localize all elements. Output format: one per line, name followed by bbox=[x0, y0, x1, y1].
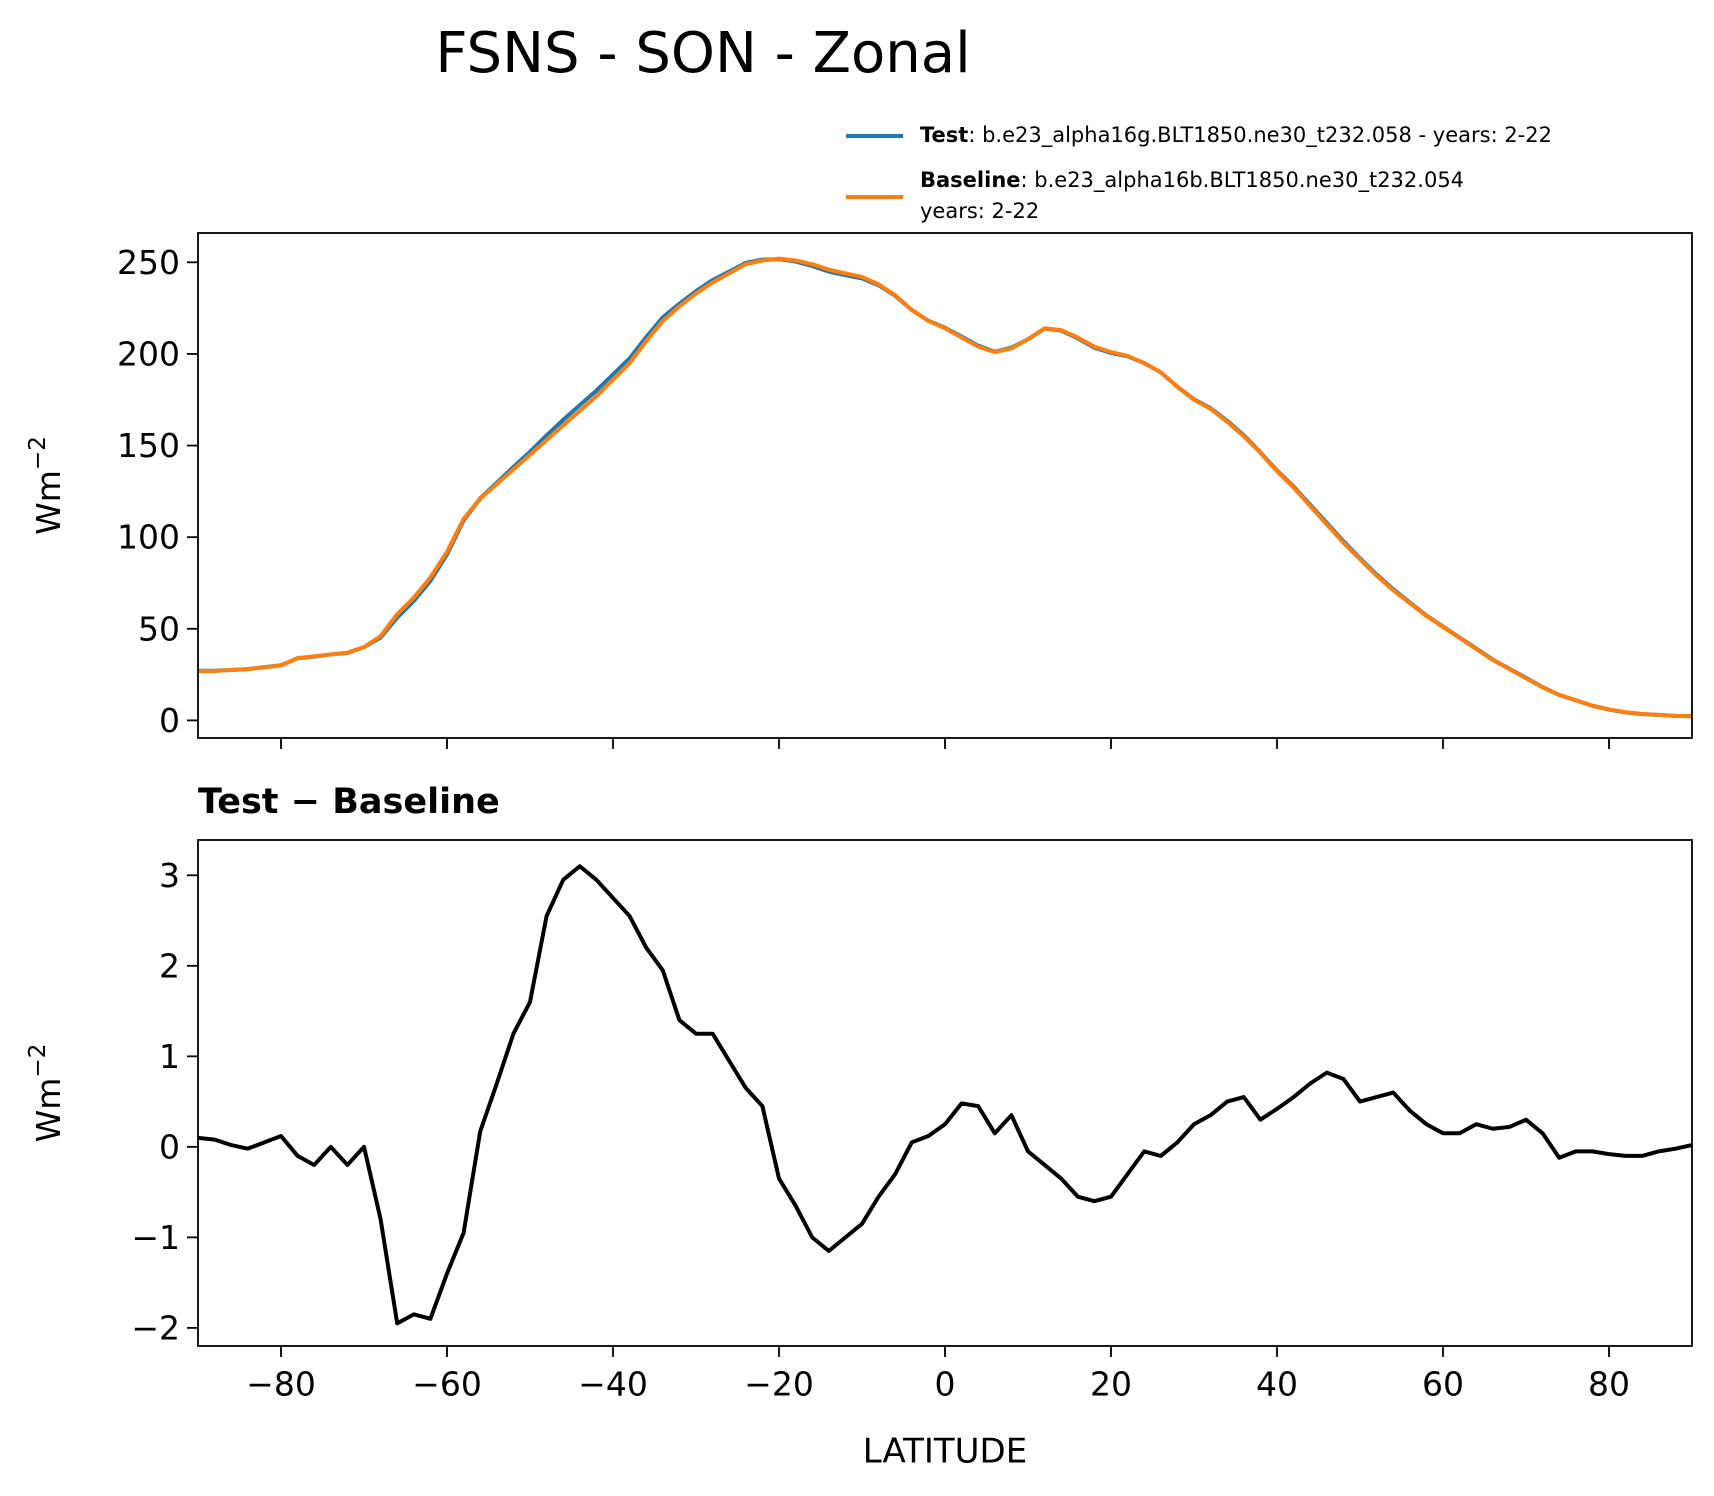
x-tick-label: 40 bbox=[1256, 1365, 1298, 1404]
x-tick-label: −20 bbox=[744, 1365, 814, 1404]
x-tick-label: 20 bbox=[1090, 1365, 1132, 1404]
y-tick-label: 0 bbox=[159, 701, 180, 740]
y-axis-label: Wm−2 bbox=[25, 436, 68, 535]
plot-area bbox=[198, 864, 1692, 1326]
y-tick-label: 200 bbox=[117, 334, 180, 373]
y-tick-label: 50 bbox=[138, 609, 180, 648]
y-axis-label-sup: −2 bbox=[25, 1044, 51, 1078]
y-axis-label: Wm−2 bbox=[25, 1044, 68, 1143]
y-axis-label-base: Wm bbox=[29, 470, 68, 535]
axes-frame bbox=[197, 232, 1693, 739]
y-tick-label: 150 bbox=[117, 426, 180, 465]
x-tick-label: 80 bbox=[1588, 1365, 1630, 1404]
y-tick-label: 3 bbox=[159, 856, 180, 895]
x-tick-label: 0 bbox=[935, 1365, 956, 1404]
y-tick-label: 250 bbox=[117, 243, 180, 282]
legend-description: : b.e23_alpha16g.BLT1850.ne30_t232.058 -… bbox=[968, 123, 1552, 148]
y-tick-label: 0 bbox=[159, 1127, 180, 1166]
axes-title: Test − Baseline bbox=[198, 782, 500, 822]
legend-description: : b.e23_alpha16b.BLT1850.ne30_t232.054 bbox=[1021, 168, 1465, 193]
x-tick-label: −40 bbox=[578, 1365, 648, 1404]
x-tick-label: 60 bbox=[1422, 1365, 1464, 1404]
data-line bbox=[198, 256, 1692, 719]
y-tick-label: −2 bbox=[131, 1308, 180, 1347]
data-line bbox=[198, 864, 1692, 1326]
y-tick-label: 100 bbox=[117, 518, 180, 557]
x-axis-label: LATITUDE bbox=[863, 1432, 1027, 1472]
x-tick-label: −60 bbox=[412, 1365, 482, 1404]
y-axis-label-base: Wm bbox=[29, 1078, 68, 1143]
legend-description: years: 2-22 bbox=[920, 199, 1039, 223]
y-axis-label-sup: −2 bbox=[25, 436, 51, 470]
axes-frame bbox=[197, 839, 1693, 1347]
legend-name: Test bbox=[920, 123, 968, 147]
y-tick-label: 2 bbox=[159, 946, 180, 985]
legend-label: Baseline: b.e23_alpha16b.BLT1850.ne30_t2… bbox=[920, 168, 1464, 193]
legend-name: Baseline bbox=[920, 168, 1021, 192]
legend-label: Test: b.e23_alpha16g.BLT1850.ne30_t232.0… bbox=[920, 123, 1552, 148]
plot-area bbox=[198, 256, 1692, 719]
legend-label: years: 2-22 bbox=[920, 199, 1039, 223]
y-tick-label: 1 bbox=[159, 1037, 180, 1076]
y-tick-label: −1 bbox=[131, 1218, 180, 1257]
x-tick-label: −80 bbox=[246, 1365, 316, 1404]
figure-title: FSNS - SON - Zonal bbox=[435, 21, 970, 86]
